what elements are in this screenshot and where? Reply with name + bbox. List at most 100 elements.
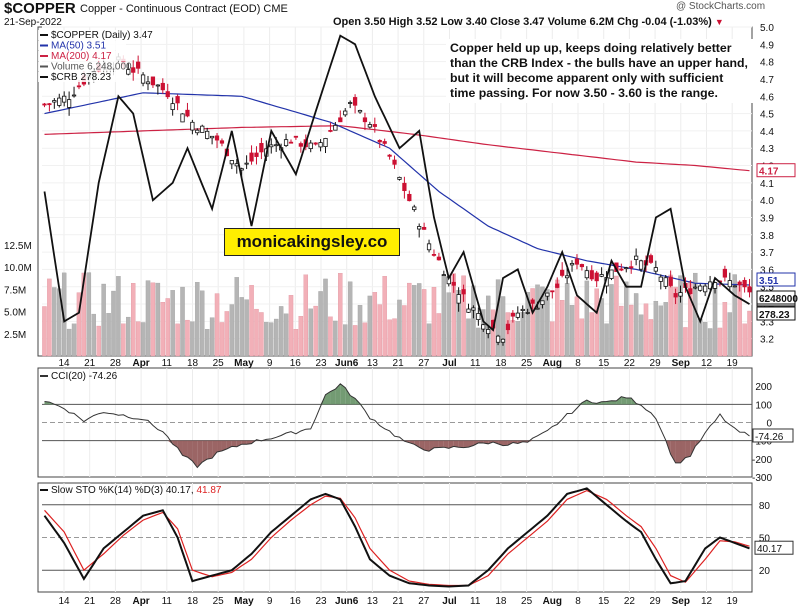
change-value: Chg -0.04 (-1.03%) [617, 16, 712, 28]
candle-body [663, 277, 668, 287]
volume-bar [594, 288, 599, 357]
x-tick-label: Jun6 [335, 596, 359, 607]
cci-value-box [752, 428, 794, 443]
legend-ma200-bg [38, 51, 126, 61]
volume-bar [66, 328, 72, 357]
cci-fill [192, 440, 198, 468]
cci-fill [231, 440, 237, 447]
x-tick-label: 21 [393, 596, 405, 607]
candle-body [150, 76, 156, 86]
cci-fill [611, 400, 617, 405]
candle-body [318, 142, 323, 148]
sto-legend: Slow STO %K(14) %D(3) 40.17, 41.87 [51, 485, 222, 496]
volume-bar [106, 313, 111, 357]
x-tick-label: 8 [575, 358, 581, 369]
x-tick-label: 12 [701, 358, 713, 369]
candle-body [545, 292, 550, 297]
volume-bar [52, 287, 57, 357]
candle-body [180, 113, 185, 123]
volume-bar [490, 309, 496, 357]
candle-body [426, 243, 432, 251]
candle-body [131, 67, 136, 73]
volume-bar [604, 323, 609, 357]
x-tick-label: 19 [727, 596, 739, 607]
x-tick-label: 15 [598, 596, 610, 607]
candle-body [362, 117, 368, 123]
x-tick-label: 23 [315, 596, 327, 607]
volume-bar [471, 285, 476, 357]
volume-bar [195, 282, 200, 357]
candle-body [214, 135, 220, 141]
volume-bar [698, 318, 703, 357]
candle-body [47, 103, 52, 106]
candle-body [382, 141, 387, 144]
x-tick-label: 11 [162, 596, 173, 607]
x-tick-label: Jul [442, 596, 457, 607]
candle-body [313, 142, 318, 145]
volume-bar [165, 298, 170, 357]
candle-body [693, 286, 698, 289]
candle-body [688, 288, 693, 295]
candle-body [540, 300, 545, 305]
crb-value: 278.23 [759, 310, 790, 321]
volume-bar [545, 289, 550, 357]
candle-body [629, 266, 634, 269]
cci-fill [182, 440, 188, 458]
volume-bar [338, 273, 343, 357]
candle-body [579, 264, 585, 268]
cci-fill [443, 440, 449, 449]
candle-body [195, 129, 200, 134]
candle-body [219, 140, 225, 144]
candle-body [155, 84, 160, 87]
volume-bar [663, 302, 668, 357]
volume-bar [116, 276, 121, 357]
candle-body [599, 274, 604, 277]
candle-body [367, 124, 373, 128]
volume-bar [540, 286, 545, 357]
candle-body [560, 269, 565, 276]
sto-value-box [754, 540, 794, 555]
volume-bar [273, 318, 279, 357]
x-tick-label: 27 [418, 358, 430, 369]
candle-body [140, 74, 146, 84]
volume-bar [214, 293, 220, 357]
candle-body [387, 154, 392, 157]
x-tick-label: Sep [672, 358, 690, 369]
volume-bar [609, 284, 614, 357]
volume-bar [466, 318, 471, 357]
volume-bar [224, 311, 230, 357]
candle-body [510, 312, 515, 317]
x-tick-label: 14 [58, 596, 70, 607]
sto-panel-frame [37, 482, 753, 593]
volume-bar [732, 274, 737, 357]
candle-body [288, 141, 294, 144]
chart-date: 21-Sep-2022 [4, 17, 62, 28]
cci-fill [498, 440, 504, 446]
volume-bar [461, 275, 466, 357]
sto-k-value: 40.17 [757, 544, 782, 555]
volume-bar [135, 321, 141, 357]
price-tick-label: 4.0 [760, 196, 774, 207]
symbol-title: $COPPER [4, 0, 76, 17]
legend-volume-bg [38, 61, 126, 72]
volume-bar [619, 305, 624, 357]
x-tick-label: May [234, 596, 254, 607]
price-tick-label: 3.5 [760, 283, 774, 294]
cci-fill [236, 440, 242, 447]
candle-body [323, 138, 328, 148]
candle-body [259, 143, 264, 153]
candle-body [441, 274, 446, 277]
x-tick-label: Aug [543, 358, 562, 369]
x-tick-label: 27 [418, 596, 430, 607]
legend-ma50: MA(50) 3.51 [51, 41, 106, 52]
sto-legend-d: 41.87 [196, 485, 221, 496]
candle-body [66, 99, 72, 108]
volume-bar [352, 325, 358, 357]
volume-bar [550, 321, 555, 357]
price-tick-label: 4.3 [760, 144, 774, 155]
cci-fill [621, 396, 627, 405]
cci-tick-label: -200 [752, 455, 772, 466]
candle-body [298, 143, 303, 147]
cci-fill [616, 396, 622, 405]
volume-bar [747, 310, 752, 357]
